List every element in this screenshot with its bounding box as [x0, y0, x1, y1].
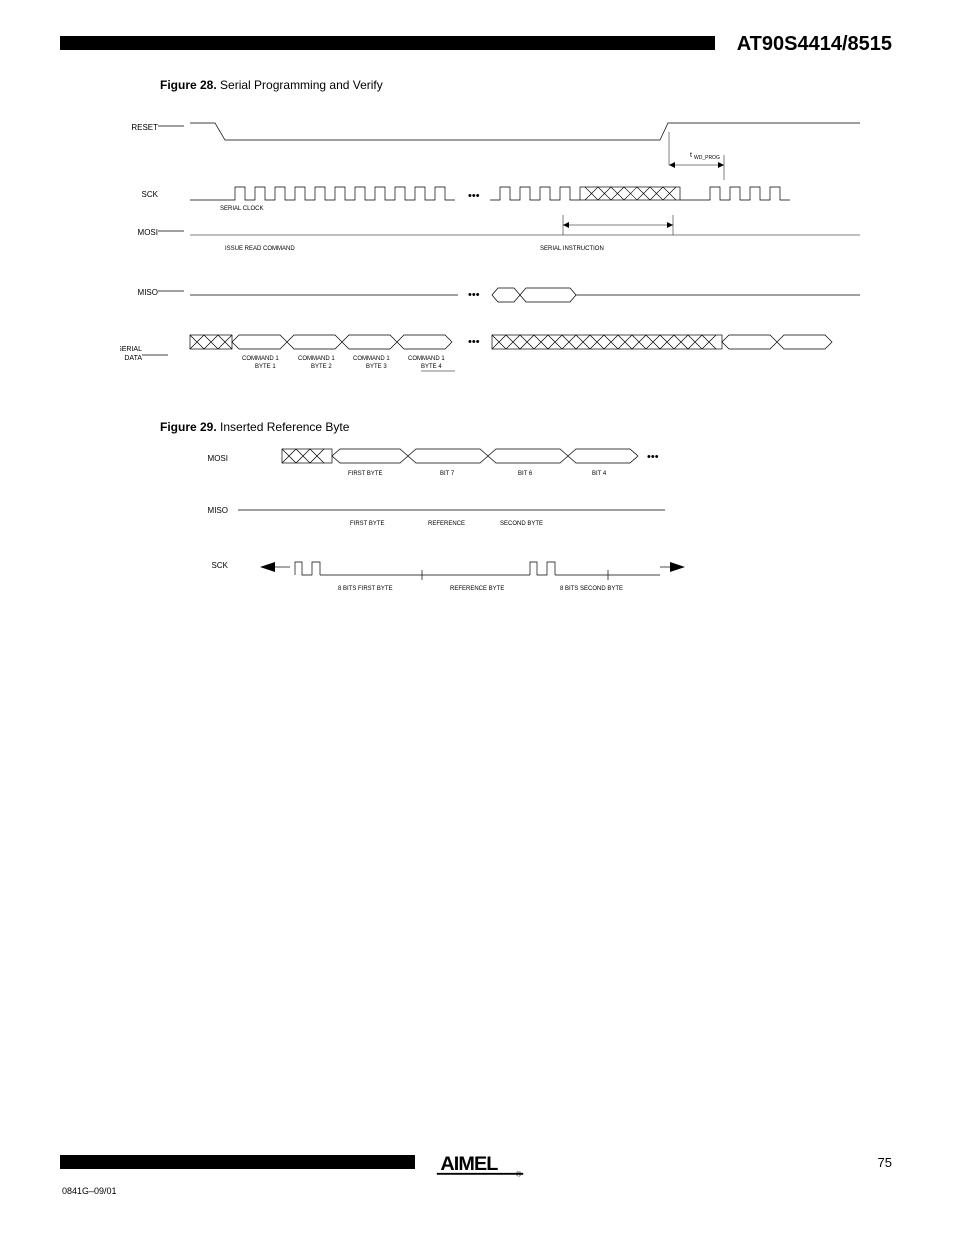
page-title: AT90S4414/8515 — [737, 33, 892, 56]
svg-text:®: ® — [516, 1170, 522, 1179]
svg-text:SCK: SCK — [212, 561, 229, 570]
svg-text:BYTE 2: BYTE 2 — [311, 364, 332, 370]
svg-text:SERIAL CLOCK: SERIAL CLOCK — [220, 206, 263, 212]
figure29-diagram: MOSI ••• FIRST BYTE BIT 7 BIT 6 BIT 4 MI… — [160, 435, 720, 615]
figure29-title: Inserted Reference Byte — [220, 420, 349, 434]
svg-text:WD_PROG: WD_PROG — [694, 155, 720, 161]
svg-text:REFERENCE: REFERENCE — [428, 521, 465, 527]
svg-text:8 BITS SECOND BYTE: 8 BITS SECOND BYTE — [560, 586, 623, 592]
svg-text:FIRST BYTE: FIRST BYTE — [350, 521, 385, 527]
svg-text:t: t — [690, 152, 692, 159]
svg-text:ISSUE READ COMMAND: ISSUE READ COMMAND — [225, 246, 295, 252]
section-heading-data-polling: Data Polling — [62, 712, 166, 733]
svg-text:MISO: MISO — [138, 288, 158, 297]
figure28-diagram: RESET t WD_PROG SCK ••• SERIAL CLOCK MOS… — [120, 95, 890, 395]
body-paragraph-data-polling: When a byte is being programmed into the… — [290, 715, 895, 866]
figure29-label: Figure 29. Inserted Reference Byte — [160, 420, 349, 434]
figure28-label: Figure 28. Serial Programming and Verify — [160, 78, 383, 92]
svg-text:BYTE 3: BYTE 3 — [366, 364, 387, 370]
svg-text:FIRST BYTE: FIRST BYTE — [348, 471, 383, 477]
svg-text:•••: ••• — [468, 289, 480, 301]
footer-bar — [60, 1155, 415, 1169]
atmel-logo: AIMEL ® — [435, 1148, 525, 1178]
svg-text:COMMAND 1: COMMAND 1 — [353, 356, 390, 362]
svg-text:BIT 4: BIT 4 — [592, 471, 607, 477]
figure28-num: Figure 28. — [160, 78, 217, 92]
svg-text:MOSI: MOSI — [208, 454, 228, 463]
doc-code: 0841G–09/01 — [62, 1186, 117, 1196]
svg-text:REFERENCE BYTE: REFERENCE BYTE — [450, 586, 504, 592]
svg-text:•••: ••• — [468, 190, 480, 202]
svg-text:COMMAND 1: COMMAND 1 — [408, 356, 445, 362]
svg-text:COMMAND 1: COMMAND 1 — [298, 356, 335, 362]
header-bar — [60, 36, 715, 50]
svg-text:SECOND BYTE: SECOND BYTE — [500, 521, 543, 527]
figure29-num: Figure 29. — [160, 420, 217, 434]
svg-text:•••: ••• — [647, 451, 659, 463]
svg-text:MOSI: MOSI — [138, 228, 158, 237]
svg-text:SERIAL INSTRUCTION: SERIAL INSTRUCTION — [540, 246, 604, 252]
svg-text:AIMEL: AIMEL — [440, 1153, 498, 1175]
svg-text:BYTE 4: BYTE 4 — [421, 364, 442, 370]
svg-text:BIT 6: BIT 6 — [518, 471, 533, 477]
svg-text:RESET: RESET — [131, 123, 158, 132]
page-number: 75 — [878, 1155, 892, 1170]
svg-text:DATA: DATA — [124, 355, 142, 362]
svg-text:MISO: MISO — [208, 506, 228, 515]
svg-text:8 BITS FIRST BYTE: 8 BITS FIRST BYTE — [338, 586, 393, 592]
svg-text:COMMAND 1: COMMAND 1 — [242, 356, 279, 362]
svg-text:BIT 7: BIT 7 — [440, 471, 455, 477]
svg-text:BYTE 1: BYTE 1 — [255, 364, 276, 370]
figure28-title: Serial Programming and Verify — [220, 78, 383, 92]
svg-text:•••: ••• — [468, 336, 480, 348]
svg-text:SCK: SCK — [142, 190, 159, 199]
svg-text:SERIAL: SERIAL — [120, 346, 142, 353]
